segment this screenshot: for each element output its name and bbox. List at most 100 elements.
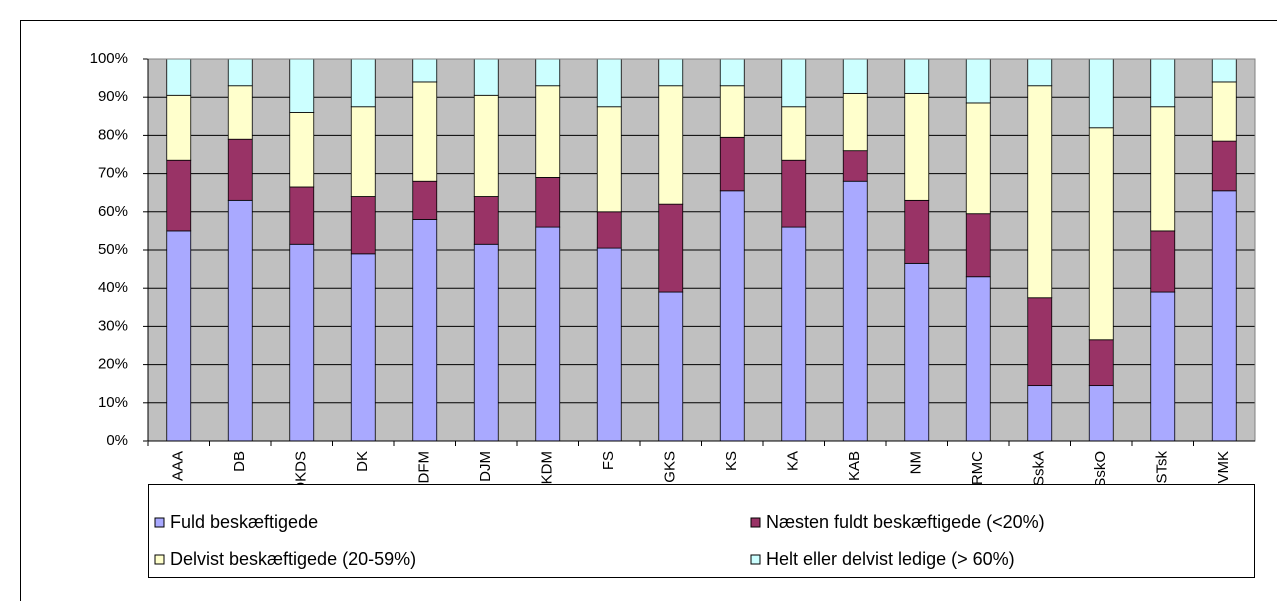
bar-segment xyxy=(535,58,561,87)
bar-segment xyxy=(1211,58,1237,83)
bar-segment xyxy=(596,58,622,108)
bar-segment xyxy=(473,58,499,96)
bar-segment xyxy=(289,186,315,245)
y-tick-label: 20% xyxy=(98,356,128,373)
x-tick-label: VMK xyxy=(1215,451,1232,484)
x-tick-label: DJM xyxy=(477,451,494,482)
x-tick-label: RMC xyxy=(969,451,986,485)
bar-segment xyxy=(596,247,622,442)
y-tick-label: 40% xyxy=(98,279,128,296)
bar-segment xyxy=(227,138,253,201)
bar-segment xyxy=(535,177,561,228)
x-tick-label: AAA xyxy=(170,451,187,481)
bar-segment xyxy=(473,196,499,245)
bar-segment xyxy=(412,58,438,83)
bar-segment xyxy=(842,58,868,94)
bar-segment xyxy=(904,58,930,94)
bar-segment xyxy=(781,226,807,442)
bar-segment xyxy=(289,58,315,113)
legend-label: Næsten fuldt beskæftigede (<20%) xyxy=(766,512,1045,532)
x-tick-label: KA xyxy=(785,451,802,471)
bar-segment xyxy=(781,106,807,161)
bar-segment xyxy=(289,112,315,188)
bar-segment xyxy=(965,213,991,278)
x-tick-label: KAB xyxy=(846,451,863,481)
x-tick-label: STsk xyxy=(1154,451,1171,484)
bar-segment xyxy=(1150,291,1176,442)
bar-segment xyxy=(350,253,376,442)
bar-segment xyxy=(719,58,745,87)
bar-segment xyxy=(1027,297,1053,387)
bar-segment xyxy=(166,159,192,232)
legend-swatch xyxy=(154,554,165,565)
bar-segment xyxy=(412,81,438,182)
bar-segment xyxy=(719,136,745,192)
bar-segment xyxy=(1150,230,1176,293)
bar-segment xyxy=(535,85,561,178)
y-tick-label: 60% xyxy=(98,203,128,220)
legend-label: Helt eller delvist ledige (> 60%) xyxy=(766,549,1015,569)
bar-segment xyxy=(535,226,561,442)
x-tick-label: SskA xyxy=(1031,451,1048,486)
bar-segment xyxy=(166,58,192,96)
x-tick-label: FS xyxy=(600,451,617,470)
bar-segment xyxy=(1027,85,1053,299)
y-tick-label: 70% xyxy=(98,165,128,182)
bar-segment xyxy=(350,196,376,255)
bar-segment xyxy=(842,92,868,152)
bar-segment xyxy=(1088,385,1114,442)
bar-segment xyxy=(596,211,622,249)
bar-segment xyxy=(658,85,684,205)
bar-segment xyxy=(904,262,930,442)
bar-segment xyxy=(1088,58,1114,129)
bar-segment xyxy=(473,94,499,197)
bar-segment xyxy=(1027,58,1053,87)
y-tick-label: 30% xyxy=(98,317,128,334)
bar-segment xyxy=(596,106,622,213)
bar-segment xyxy=(965,58,991,104)
bar-segment xyxy=(781,58,807,108)
bar-segment xyxy=(1211,81,1237,142)
bar-segment xyxy=(1088,339,1114,387)
bar-segment xyxy=(1150,58,1176,108)
chart-frame xyxy=(20,20,1277,601)
bar-segment xyxy=(227,58,253,87)
bar-segment xyxy=(1088,127,1114,341)
bar-segment xyxy=(965,276,991,442)
bar-segment xyxy=(350,58,376,108)
bar-segment xyxy=(166,94,192,161)
bar-segment xyxy=(1027,385,1053,442)
bar-segment xyxy=(350,106,376,197)
x-tick-label: GKS xyxy=(662,451,679,483)
legend-box xyxy=(148,484,1255,578)
y-tick-label: 100% xyxy=(90,50,128,67)
y-tick-label: 50% xyxy=(98,241,128,258)
bar-segment xyxy=(842,180,868,442)
x-tick-label: DKDS xyxy=(293,451,310,493)
y-tick-label: 90% xyxy=(98,88,128,105)
x-tick-label: DFM xyxy=(416,451,433,484)
bar-segment xyxy=(289,243,315,442)
x-tick-label: KS xyxy=(723,451,740,471)
bar-segment xyxy=(781,159,807,228)
bar-segment xyxy=(166,230,192,442)
legend-swatch xyxy=(750,554,761,565)
y-tick-label: 80% xyxy=(98,126,128,143)
legend-label: Delvist beskæftigede (20-59%) xyxy=(170,549,416,569)
legend-swatch xyxy=(154,517,165,528)
bar-segment xyxy=(658,203,684,293)
bar-segment xyxy=(904,92,930,201)
bar-segment xyxy=(904,199,930,264)
legend-swatch xyxy=(750,517,761,528)
y-tick-label: 10% xyxy=(98,394,128,411)
x-tick-label: SskO xyxy=(1092,451,1109,488)
x-tick-label: DK xyxy=(354,451,371,472)
bar-segment xyxy=(719,190,745,442)
bar-segment xyxy=(1150,106,1176,232)
bar-segment xyxy=(473,243,499,442)
y-tick-label: 0% xyxy=(106,432,128,449)
bar-segment xyxy=(658,58,684,87)
bar-segment xyxy=(227,85,253,140)
